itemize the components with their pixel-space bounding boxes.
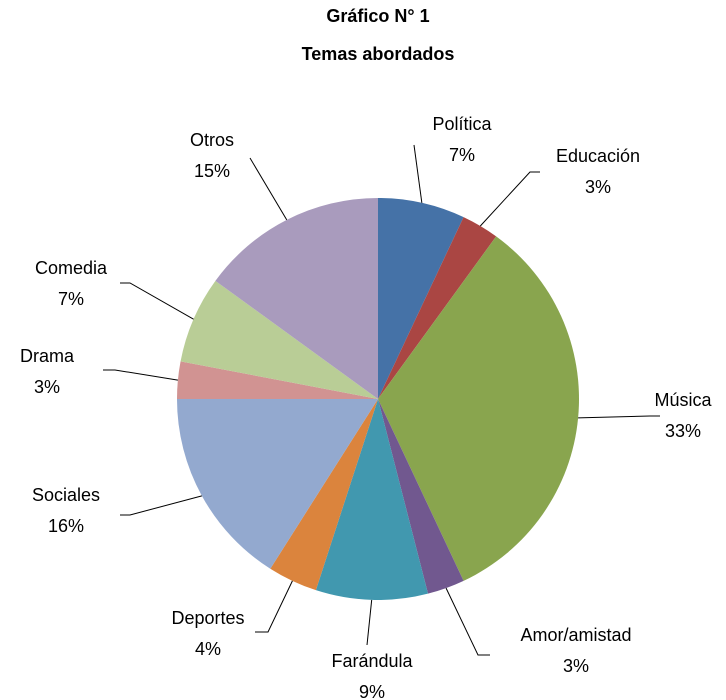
slice-value-label: 3% [585,177,611,197]
slice-label: Otros [190,130,234,150]
pie-slice [177,361,378,399]
pie-slice [315,399,428,600]
leader-line [413,144,423,203]
slice-value-label: 16% [48,516,84,536]
slice-label: Educación [556,146,640,166]
slice-label: Comedia [35,258,108,278]
pie-slice [378,217,497,399]
leader-line [479,171,540,227]
slice-label: Drama [20,346,75,366]
leader-line [445,587,490,656]
slice-value-label: 3% [563,656,589,676]
pie-slice [215,198,378,399]
chart-title: Gráfico N° 1 [326,6,429,26]
leader-line [103,369,178,381]
leader-line [249,157,288,221]
slice-label: Farándula [331,651,413,671]
slice-label: Amor/amistad [520,625,631,645]
pie-slice [378,198,464,399]
slice-label: Deportes [171,608,244,628]
leader-line [578,415,660,419]
pie-slice [378,236,579,581]
pie-slice [177,399,378,569]
chart-subtitle: Temas abordados [302,44,455,64]
pie-slice [378,399,464,594]
leader-line [255,580,293,633]
pie-slice [270,399,378,591]
leader-line [120,495,202,516]
slice-value-label: 7% [449,145,475,165]
slice-label: Política [432,114,492,134]
slice-value-label: 3% [34,377,60,397]
slice-value-label: 7% [58,289,84,309]
slice-value-label: 4% [195,639,221,659]
slice-value-label: 33% [665,421,701,441]
leader-line [366,599,373,646]
pie-slice [180,280,378,399]
slice-label: Música [654,390,712,410]
slice-value-label: 15% [194,161,230,181]
slice-label: Sociales [32,485,100,505]
leader-line [120,282,194,320]
slice-value-label: 9% [359,682,385,700]
